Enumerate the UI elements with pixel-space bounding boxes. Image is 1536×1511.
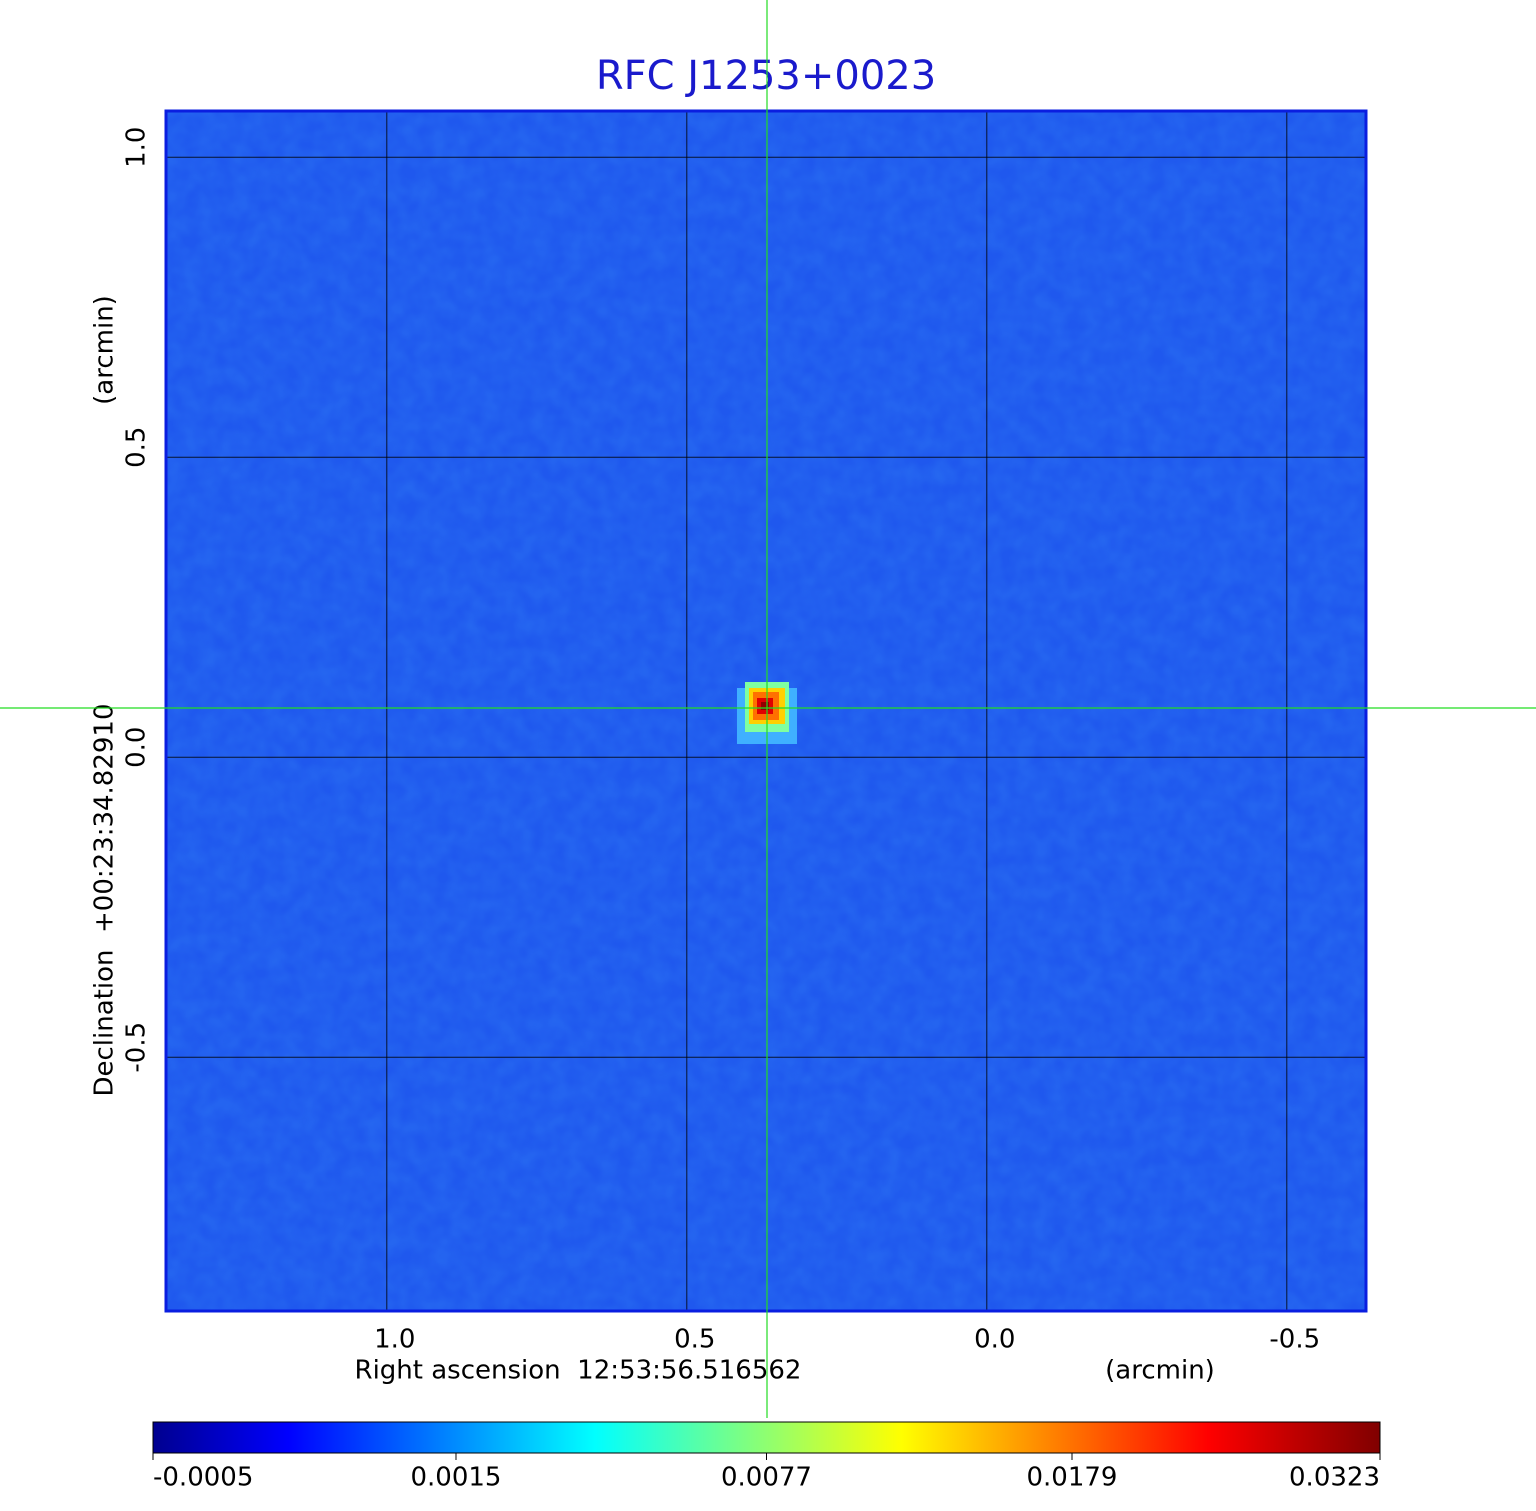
y-axis-label: Declination +00:23:34.82910 xyxy=(90,703,120,1096)
x-tick-label: 1.0 xyxy=(374,1325,415,1355)
colorbar-tick-label: -0.0005 xyxy=(153,1463,253,1493)
colorbar-tick-label: 0.0323 xyxy=(1289,1463,1380,1493)
y-tick-label: 0.5 xyxy=(122,427,152,468)
x-tick-label: 0.5 xyxy=(674,1325,715,1355)
x-axis-unit: (arcmin) xyxy=(1105,1356,1215,1386)
x-tick-label: -0.5 xyxy=(1269,1325,1320,1355)
plot-frame xyxy=(164,109,1368,1313)
grid xyxy=(166,111,1366,1311)
chart-title: RFC J1253+0023 xyxy=(596,53,936,99)
y-axis-unit: (arcmin) xyxy=(90,295,120,405)
colorbar-tick-label: 0.0015 xyxy=(410,1463,501,1493)
colorbar xyxy=(152,1421,1381,1454)
y-tick-label: 0.0 xyxy=(122,727,152,768)
y-tick-label: -0.5 xyxy=(122,1022,152,1073)
y-tick-label: 1.0 xyxy=(122,127,152,168)
x-tick-label: 0.0 xyxy=(974,1325,1015,1355)
colorbar-tick-label: 0.0077 xyxy=(721,1463,812,1493)
colorbar-tick-label: 0.0179 xyxy=(1027,1463,1118,1493)
x-axis-label: Right ascension 12:53:56.516562 xyxy=(355,1356,802,1386)
